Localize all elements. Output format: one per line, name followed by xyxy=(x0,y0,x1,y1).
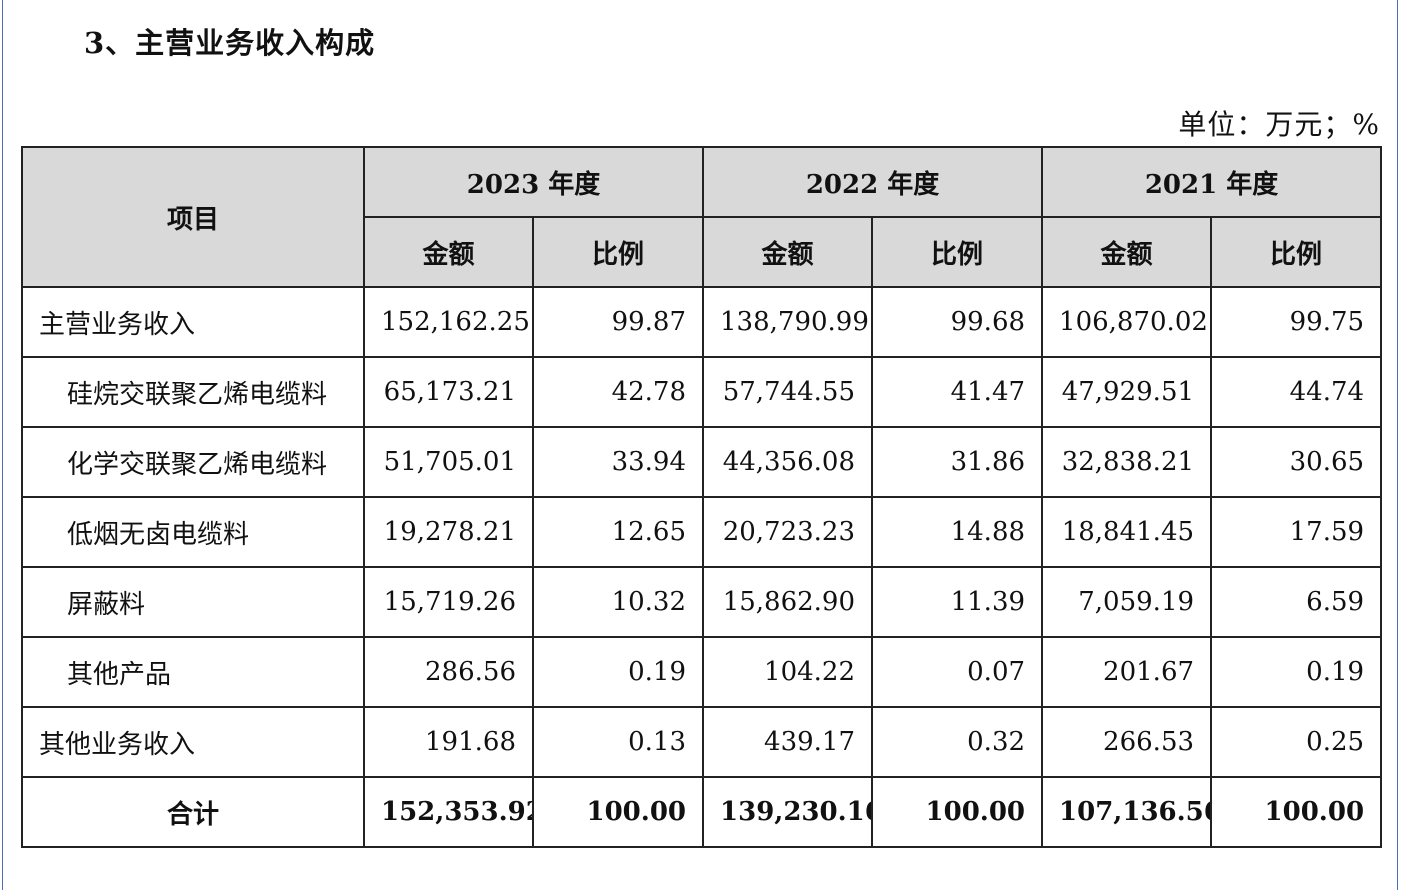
cell-ratio-2023: 12.65 xyxy=(531,496,705,568)
cell-amount-2022: 20,723.23 xyxy=(702,496,874,568)
cell-amount-2021: 47,929.51 xyxy=(1041,356,1213,428)
row-label: 低烟无卤电缆料 xyxy=(21,496,365,568)
cell-amount-2022: 44,356.08 xyxy=(702,426,874,498)
cell-amount-2021: 107,136.56 xyxy=(1041,776,1213,848)
cell-ratio-2023: 42.78 xyxy=(531,356,705,428)
cell-ratio-2021: 44.74 xyxy=(1210,356,1383,428)
table-row: 硅烷交联聚乙烯电缆料 65,173.21 42.78 57,744.55 41.… xyxy=(21,356,1383,428)
table-total-row: 合计 152,353.92 100.00 139,230.16 100.00 1… xyxy=(21,776,1383,848)
cell-ratio-2022: 11.39 xyxy=(871,566,1044,638)
cell-ratio-2021: 6.59 xyxy=(1210,566,1383,638)
cell-ratio-2022: 14.88 xyxy=(871,496,1044,568)
header-amount: 金额 xyxy=(702,216,874,288)
row-label: 其他产品 xyxy=(21,636,365,708)
cell-ratio-2023: 0.13 xyxy=(531,706,705,778)
table-row: 化学交联聚乙烯电缆料 51,705.01 33.94 44,356.08 31.… xyxy=(21,426,1383,498)
cell-amount-2023: 65,173.21 xyxy=(363,356,534,428)
cell-ratio-2022: 0.07 xyxy=(871,636,1044,708)
header-row-subcolumns: 金额 比例 金额 比例 金额 比例 xyxy=(22,216,1383,288)
cell-ratio-2023: 10.32 xyxy=(531,566,705,638)
table-row: 其他业务收入 191.68 0.13 439.17 0.32 266.53 0.… xyxy=(21,706,1383,778)
header-amount: 金额 xyxy=(363,216,534,288)
cell-amount-2023: 152,162.25 xyxy=(363,286,534,358)
table-header: 项目 2023 年度 2022 年度 2021 年度 金额 比例 金额 比例 金… xyxy=(21,146,1383,288)
table-row: 低烟无卤电缆料 19,278.21 12.65 20,723.23 14.88 … xyxy=(21,496,1383,568)
cell-amount-2022: 15,862.90 xyxy=(702,566,874,638)
cell-ratio-2021: 0.25 xyxy=(1210,706,1383,778)
cell-amount-2023: 15,719.26 xyxy=(363,566,534,638)
cell-ratio-2023: 99.87 xyxy=(531,286,705,358)
cell-amount-2021: 106,870.02 xyxy=(1041,286,1213,358)
cell-amount-2023: 191.68 xyxy=(363,706,534,778)
table-body: 主营业务收入 152,162.25 99.87 138,790.99 99.68… xyxy=(21,286,1383,848)
cell-amount-2022: 57,744.55 xyxy=(702,356,874,428)
header-ratio: 比例 xyxy=(871,216,1044,288)
cell-amount-2021: 32,838.21 xyxy=(1041,426,1213,498)
header-year-2021: 2021 年度 xyxy=(1041,146,1383,218)
header-year-2023: 2023 年度 xyxy=(362,146,705,218)
page-frame-left xyxy=(2,0,3,890)
cell-amount-2022: 139,230.16 xyxy=(702,776,874,848)
cell-amount-2023: 51,705.01 xyxy=(363,426,534,498)
cell-amount-2021: 7,059.19 xyxy=(1041,566,1213,638)
cell-amount-2021: 18,841.45 xyxy=(1041,496,1213,568)
cell-ratio-2022: 99.68 xyxy=(871,286,1044,358)
row-label: 硅烷交联聚乙烯电缆料 xyxy=(21,356,365,428)
cell-ratio-2021: 99.75 xyxy=(1210,286,1383,358)
cell-ratio-2021: 0.19 xyxy=(1210,636,1383,708)
row-label: 合计 xyxy=(21,776,365,848)
header-item: 项目 xyxy=(21,146,365,288)
row-label: 化学交联聚乙烯电缆料 xyxy=(21,426,365,498)
cell-ratio-2022: 31.86 xyxy=(871,426,1044,498)
cell-ratio-2022: 0.32 xyxy=(871,706,1044,778)
cell-amount-2023: 286.56 xyxy=(363,636,534,708)
cell-amount-2021: 201.67 xyxy=(1041,636,1213,708)
header-ratio: 比例 xyxy=(1210,216,1383,288)
cell-amount-2022: 138,790.99 xyxy=(702,286,874,358)
table-row: 屏蔽料 15,719.26 10.32 15,862.90 11.39 7,05… xyxy=(21,566,1383,638)
cell-ratio-2022: 41.47 xyxy=(871,356,1044,428)
row-label: 其他业务收入 xyxy=(21,706,365,778)
header-amount: 金额 xyxy=(1041,216,1213,288)
row-label: 屏蔽料 xyxy=(21,566,365,638)
header-year-2022: 2022 年度 xyxy=(702,146,1044,218)
cell-ratio-2021: 30.65 xyxy=(1210,426,1383,498)
cell-ratio-2021: 17.59 xyxy=(1210,496,1383,568)
section-title: 3、主营业务收入构成 xyxy=(84,26,376,60)
page-frame-right xyxy=(1397,0,1398,890)
cell-ratio-2023: 100.00 xyxy=(531,776,705,848)
cell-ratio-2023: 0.19 xyxy=(531,636,705,708)
cell-amount-2022: 439.17 xyxy=(702,706,874,778)
header-row-years: 项目 2023 年度 2022 年度 2021 年度 xyxy=(21,146,1383,288)
cell-amount-2022: 104.22 xyxy=(702,636,874,708)
cell-ratio-2023: 33.94 xyxy=(531,426,705,498)
revenue-composition-table: 项目 2023 年度 2022 年度 2021 年度 金额 比例 金额 比例 金… xyxy=(21,146,1383,848)
cell-amount-2023: 19,278.21 xyxy=(363,496,534,568)
table-row: 主营业务收入 152,162.25 99.87 138,790.99 99.68… xyxy=(21,286,1383,358)
unit-label: 单位：万元；% xyxy=(1178,108,1380,141)
header-ratio: 比例 xyxy=(531,216,705,288)
row-label: 主营业务收入 xyxy=(21,286,365,358)
cell-amount-2023: 152,353.92 xyxy=(363,776,534,848)
table-row: 其他产品 286.56 0.19 104.22 0.07 201.67 0.19 xyxy=(21,636,1383,708)
cell-ratio-2021: 100.00 xyxy=(1210,776,1383,848)
cell-ratio-2022: 100.00 xyxy=(871,776,1044,848)
cell-amount-2021: 266.53 xyxy=(1041,706,1213,778)
